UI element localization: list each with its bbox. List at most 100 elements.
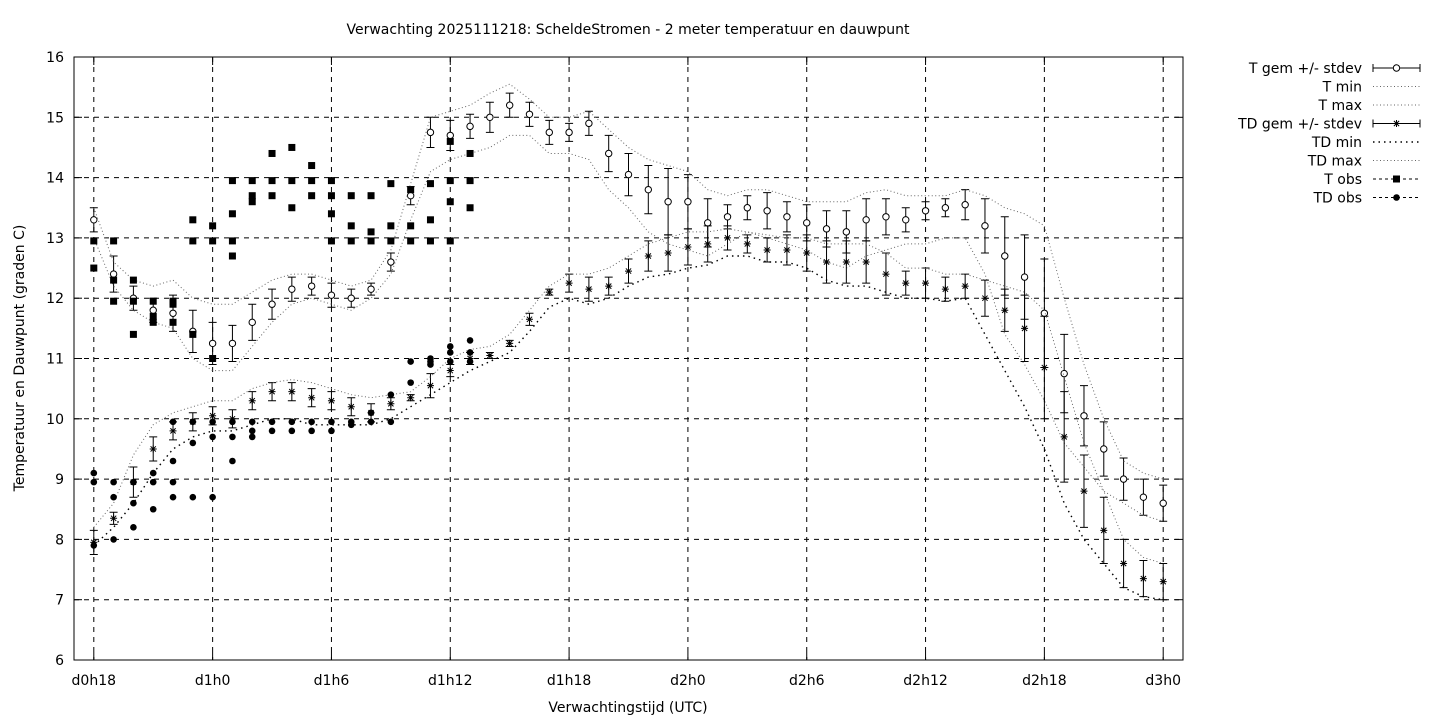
data-point [228,210,236,218]
legend-marker [1393,120,1400,127]
data-point [189,330,197,338]
data-point [664,249,672,257]
data-point [387,222,395,230]
legend: T gem +/- stdev T min T max TD gem +/- stde… [1237,61,1421,207]
data-point [545,128,553,137]
data-point [882,213,890,221]
data-point [110,297,118,305]
data-point [209,412,217,420]
data-point [1139,575,1147,583]
x-tick-label: d2h12 [903,673,947,689]
series-4 [93,255,1164,601]
data-point [149,445,157,453]
legend-marker [1393,175,1400,183]
data-point [525,110,534,118]
data-point [1139,493,1148,501]
data-point [327,397,335,405]
axis-ticks: 6 7 8 9 10 11 12 13 14 15 16 d0h18 d1h0 d1h6 d1h12 d1h1… [46,50,1183,689]
data-point [1159,499,1167,507]
data-point [149,318,157,326]
y-tick-label: 16 [46,50,64,66]
data-point [228,237,236,245]
data-point [922,279,930,287]
data-point [328,418,335,426]
data-point [209,355,217,362]
data-point [426,237,434,245]
data-point [189,439,197,447]
data-point [466,149,474,157]
data-point [743,204,752,212]
data-point [723,213,732,221]
data-point [1100,526,1108,534]
data-point [803,249,811,257]
data-point [842,258,850,266]
data-point [426,180,434,188]
data-point [130,478,137,486]
data-point [209,237,217,245]
series-0 [89,92,1168,522]
data-point [387,418,395,426]
series-layer [89,83,1168,601]
data-point [90,264,98,272]
data-point [248,418,256,426]
x-tick-label: d2h18 [1022,673,1066,689]
data-point [248,318,256,327]
data-point [446,137,454,145]
data-point [426,128,435,137]
data-point [426,216,434,224]
data-point [466,204,474,212]
data-point [585,119,593,128]
data-point [446,358,454,365]
data-point [823,258,831,266]
data-point [110,493,117,501]
data-point [446,198,454,206]
data-point [248,192,256,200]
data-point [288,204,296,212]
series-3 [89,225,1168,601]
data-point [169,478,177,486]
data-point [862,216,870,224]
data-point [209,433,216,441]
data-point [407,358,414,365]
y-tick-label: 11 [46,352,64,368]
data-point [110,536,117,543]
data-point [625,267,632,275]
y-axis-label: Temperatuur en Dauwpunt (graden C) [12,225,28,493]
data-point [387,258,395,266]
y-tick-label: 6 [55,653,64,669]
data-point [248,198,256,206]
data-point [228,339,237,348]
data-point [268,388,276,396]
data-point [704,240,712,248]
data-point [308,427,315,435]
data-point [90,542,98,549]
data-point [446,367,454,375]
data-point [169,297,177,305]
data-point [783,246,791,254]
data-point [981,294,989,302]
data-point [605,282,613,290]
series-7 [90,337,474,549]
data-point [110,276,118,284]
data-point [1021,324,1029,332]
data-point [288,177,296,185]
data-point [486,113,494,122]
plot-frame [73,56,1184,661]
y-tick-label: 14 [46,171,64,187]
data-point [406,191,415,200]
data-point [347,237,355,245]
legend-entry: T gem +/- stdev [1248,61,1421,77]
legend-entry: TD max [1307,154,1420,170]
data-point [308,162,316,170]
data-point [268,300,276,308]
data-point [525,315,533,323]
data-point [407,186,415,194]
data-point [783,213,791,221]
data-point [1159,578,1167,586]
data-point [308,192,316,200]
data-point [387,180,395,188]
data-point [209,493,216,501]
data-point [347,403,355,411]
data-point [407,222,415,230]
data-point [466,337,474,344]
